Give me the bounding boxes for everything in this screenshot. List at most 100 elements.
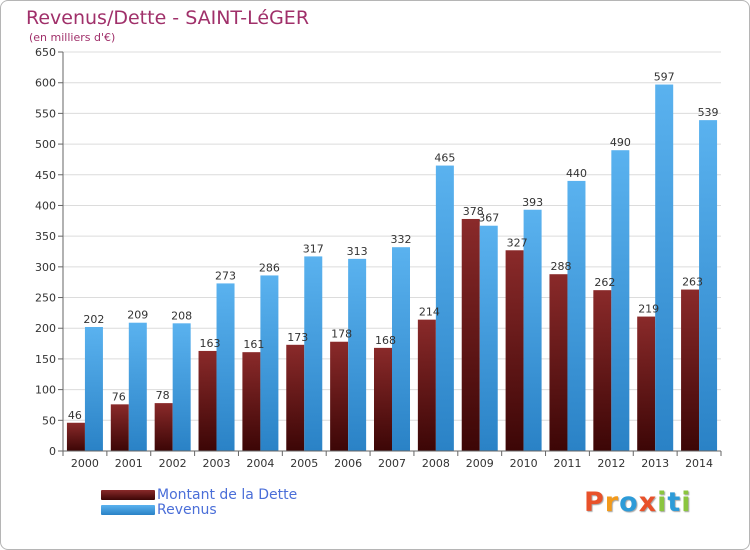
- data-labels: 46 202 76 209 78 208 163 273 161 286 173 317 178 313 1…: [68, 71, 719, 422]
- legend-swatch-dette: [101, 490, 155, 500]
- data-label-revenus: 490: [610, 136, 631, 149]
- data-label-revenus: 273: [215, 269, 236, 282]
- data-label-dette: 168: [375, 334, 396, 347]
- bar-revenus: [435, 165, 454, 452]
- y-tick-label: 200: [35, 322, 56, 335]
- data-label-revenus: 597: [654, 71, 675, 84]
- data-label-dette: 288: [550, 260, 571, 273]
- logo-letter: i: [657, 487, 668, 518]
- data-label-dette: 173: [287, 331, 308, 344]
- bar-revenus: [479, 225, 498, 451]
- bar-dette: [198, 350, 217, 451]
- bar-revenus: [523, 209, 542, 451]
- data-label-revenus: 393: [522, 196, 543, 209]
- data-label-dette: 378: [463, 205, 484, 218]
- bar-dette: [681, 289, 700, 451]
- bar-dette: [505, 250, 524, 451]
- data-label-revenus: 440: [566, 167, 587, 180]
- x-tick-label: 2009: [466, 457, 494, 470]
- x-tick-label: 2006: [334, 457, 362, 470]
- legend-item-revenus: Revenus: [101, 502, 217, 518]
- logo-letter: x: [638, 487, 658, 518]
- legend-label-dette: Montant de la Dette: [157, 487, 298, 503]
- bar-dette: [593, 290, 612, 451]
- y-tick-label: 0: [49, 445, 56, 458]
- logo-letter: r: [604, 487, 620, 518]
- proxiti-logo: Proxiti: [584, 487, 692, 518]
- x-tick-label: 2003: [203, 457, 231, 470]
- logo-letter: t: [667, 487, 682, 518]
- x-tick-label: 2005: [290, 457, 318, 470]
- legend-item-dette: Montant de la Dette: [101, 487, 297, 503]
- chart-subtitle: (en milliers d'€): [29, 31, 116, 44]
- bar-revenus: [348, 258, 367, 451]
- legend-swatch-revenus: [101, 505, 155, 515]
- data-label-dette: 262: [594, 276, 615, 289]
- legend-label-revenus: Revenus: [157, 502, 217, 518]
- bar-dette: [549, 274, 568, 451]
- data-label-dette: 219: [638, 303, 659, 316]
- logo-letter: o: [619, 487, 639, 518]
- bar-revenus: [567, 180, 586, 451]
- x-tick-label: 2010: [510, 457, 538, 470]
- bar-revenus: [260, 275, 279, 451]
- data-label-dette: 78: [156, 389, 170, 402]
- data-label-revenus: 465: [434, 152, 455, 165]
- bar-revenus: [172, 323, 191, 451]
- bar-revenus: [699, 120, 718, 451]
- logo-letter: i: [681, 487, 692, 518]
- data-label-dette: 214: [419, 306, 440, 319]
- bar-dette: [461, 218, 480, 451]
- bar-revenus: [392, 247, 410, 451]
- y-tick-label: 600: [35, 77, 56, 90]
- y-tick-label: 50: [42, 414, 56, 427]
- x-tick-label: 2004: [246, 457, 274, 470]
- y-tick-label: 250: [35, 292, 56, 305]
- y-tick-label: 300: [35, 261, 56, 274]
- data-label-revenus: 332: [391, 233, 412, 246]
- bar-revenus: [84, 327, 103, 451]
- bar-dette: [66, 422, 85, 451]
- bar-revenus: [611, 150, 630, 451]
- y-tick-label: 400: [35, 199, 56, 212]
- data-label-revenus: 286: [259, 261, 280, 274]
- bar-dette: [330, 341, 349, 451]
- bar-revenus: [128, 322, 147, 451]
- bar-dette: [110, 404, 129, 451]
- x-tick-label: 2011: [553, 457, 581, 470]
- bar-dette: [637, 316, 656, 451]
- bar-revenus: [216, 283, 235, 451]
- y-tick-label: 450: [35, 169, 56, 182]
- bar-dette: [374, 347, 392, 451]
- bar-revenus: [655, 84, 674, 451]
- x-tick-label: 2007: [378, 457, 406, 470]
- x-tick-label: 2014: [685, 457, 713, 470]
- y-tick-label: 150: [35, 353, 56, 366]
- data-label-dette: 263: [682, 276, 703, 289]
- data-label-revenus: 209: [127, 309, 148, 322]
- data-label-dette: 76: [112, 390, 126, 403]
- data-label-revenus: 367: [478, 212, 499, 225]
- x-tick-label: 2002: [159, 457, 187, 470]
- logo-letter: P: [584, 487, 605, 518]
- x-axis: 2000 2001 2002 2003 2004 2005 2006 2007 2008 2009…: [62, 450, 722, 470]
- data-label-revenus: 317: [303, 242, 324, 255]
- data-label-revenus: 313: [347, 245, 368, 258]
- data-label-dette: 163: [200, 337, 221, 350]
- bar-dette: [242, 352, 261, 451]
- data-label-dette: 46: [68, 409, 82, 422]
- x-tick-label: 2000: [71, 457, 99, 470]
- y-tick-label: 100: [35, 384, 56, 397]
- bar-dette: [417, 319, 436, 451]
- bars: [66, 84, 718, 452]
- data-label-revenus: 208: [171, 309, 192, 322]
- data-label-dette: 178: [331, 328, 352, 341]
- bar-revenus: [304, 256, 323, 451]
- bar-dette: [154, 403, 173, 451]
- y-tick-label: 650: [35, 46, 56, 59]
- chart-title: Revenus/Dette - SAINT-LéGER: [26, 7, 310, 29]
- x-tick-label: 2013: [641, 457, 669, 470]
- y-tick-label: 550: [35, 107, 56, 120]
- x-tick-label: 2001: [115, 457, 143, 470]
